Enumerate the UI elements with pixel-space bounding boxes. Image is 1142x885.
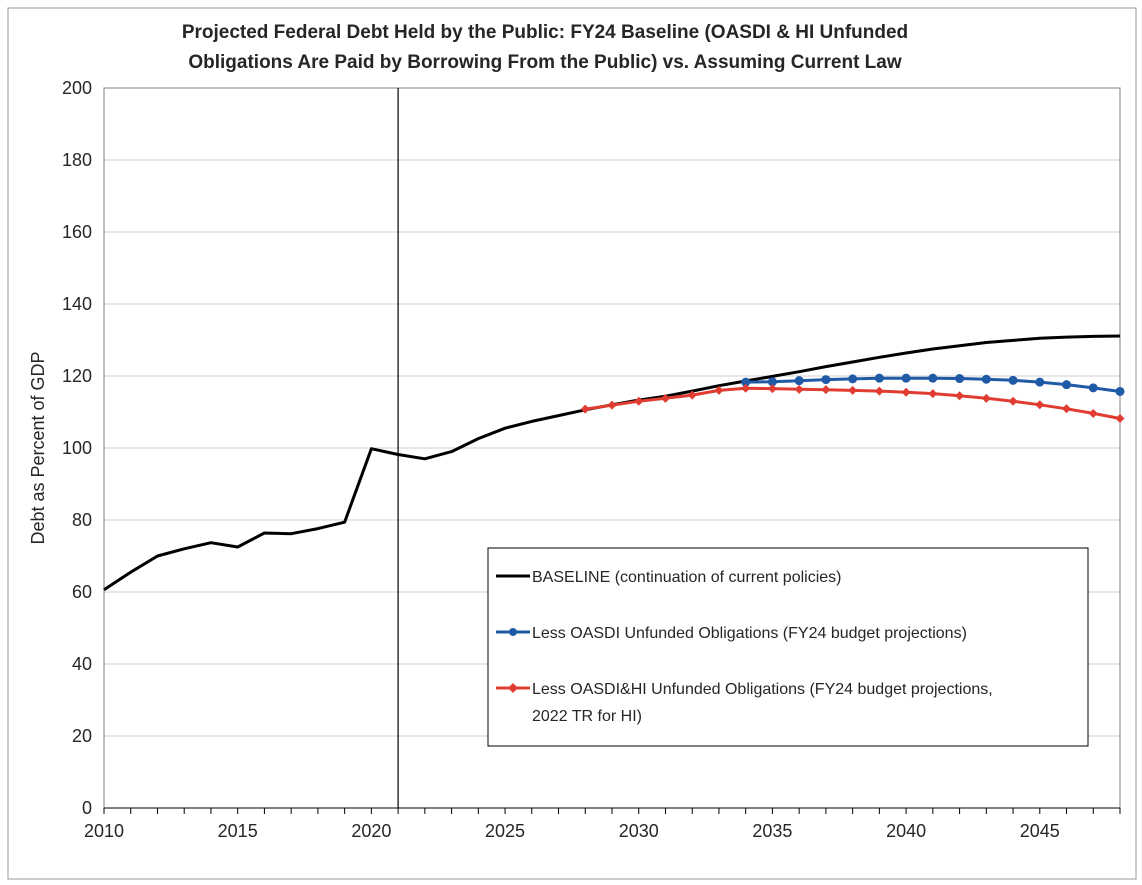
oasdi-hi-series-point — [634, 396, 644, 406]
chart-title-line-2: Obligations Are Paid by Borrowing From t… — [188, 52, 902, 73]
oasdi-hi-series-point — [767, 384, 777, 394]
series-group — [103, 334, 1125, 592]
oasdi-series-point — [901, 373, 911, 383]
oasdi-hi-series-point — [901, 387, 911, 397]
y-tick-label: 100 — [62, 438, 92, 458]
oasdi-series-point — [1062, 380, 1072, 390]
oasdi-series-point — [767, 377, 777, 387]
oasdi-hi-series-point — [1088, 408, 1098, 418]
legend-label-oasdi-hi-line-2: 2022 TR for HI) — [532, 708, 642, 725]
gridlines — [104, 159, 1120, 737]
oasdi-hi-series-point — [607, 400, 617, 410]
y-tick-label: 40 — [72, 654, 92, 674]
oasdi-hi-series-point — [1115, 413, 1125, 423]
oasdi-hi-series-point — [714, 385, 724, 395]
oasdi-series-point — [1035, 377, 1045, 387]
legend-marker-oasdi-hi — [508, 683, 518, 693]
legend-label-oasdi: Less OASDI Unfunded Obligations (FY24 bu… — [532, 625, 967, 642]
x-tick-label: 2040 — [886, 821, 926, 841]
x-tick-label: 2015 — [218, 821, 258, 841]
oasdi-series-point — [1088, 383, 1098, 393]
chart-title-line-1: Projected Federal Debt Held by the Publi… — [182, 22, 908, 43]
oasdi-hi-series-point — [1062, 404, 1072, 414]
legend: BASELINE (continuation of current polici… — [487, 547, 1089, 747]
x-tick-label: 2045 — [1020, 821, 1060, 841]
y-tick-label: 120 — [62, 366, 92, 386]
y-tick-label: 80 — [72, 510, 92, 530]
oasdi-hi-series-point — [874, 386, 884, 396]
oasdi-series-point — [848, 374, 858, 384]
oasdi-hi-series-point — [794, 384, 804, 394]
oasdi-hi-series-point — [1035, 400, 1045, 410]
y-tick-label: 0 — [82, 798, 92, 818]
oasdi-hi-series-point — [580, 404, 590, 414]
y-tick-label: 160 — [62, 222, 92, 242]
legend-box — [487, 547, 1089, 747]
oasdi-hi-series-point — [1008, 396, 1018, 406]
oasdi-hi-series-point — [687, 390, 697, 400]
oasdi-hi-series-point — [981, 393, 991, 403]
x-tick-label: 2030 — [619, 821, 659, 841]
oasdi-series-point — [741, 377, 751, 387]
oasdi-hi-series-point — [660, 393, 670, 403]
oasdi-series-point — [874, 373, 884, 383]
y-tick-label: 20 — [72, 726, 92, 746]
oasdi-hi-series-point — [848, 385, 858, 395]
oasdi-series-point — [821, 375, 831, 385]
oasdi-series-point — [1008, 375, 1018, 385]
oasdi-hi-series-point — [741, 383, 751, 393]
legend-marker-oasdi — [509, 628, 517, 636]
legend-label-oasdi-hi-line-1: Less OASDI&HI Unfunded Obligations (FY24… — [532, 681, 993, 698]
x-tick-label: 2010 — [84, 821, 124, 841]
oasdi-series-point — [794, 376, 804, 386]
y-axis-title: Debt as Percent of GDP — [28, 351, 48, 544]
legend-label-baseline: BASELINE (continuation of current polici… — [532, 569, 841, 586]
y-tick-label: 180 — [62, 150, 92, 170]
y-tick-label: 60 — [72, 582, 92, 602]
oasdi-series-point — [955, 374, 965, 384]
oasdi-hi-series-point — [928, 389, 938, 399]
oasdi-series-point — [981, 374, 991, 384]
x-tick-label: 2035 — [752, 821, 792, 841]
oasdi-series-point — [1115, 386, 1125, 396]
x-tick-label: 2025 — [485, 821, 525, 841]
y-tick-label: 200 — [62, 78, 92, 98]
oasdi-hi-series-point — [955, 391, 965, 401]
y-tick-label: 140 — [62, 294, 92, 314]
chart-border — [7, 7, 1137, 880]
x-tick-label: 2020 — [351, 821, 391, 841]
oasdi-series-point — [928, 373, 938, 383]
oasdi-hi-series-point — [821, 385, 831, 395]
